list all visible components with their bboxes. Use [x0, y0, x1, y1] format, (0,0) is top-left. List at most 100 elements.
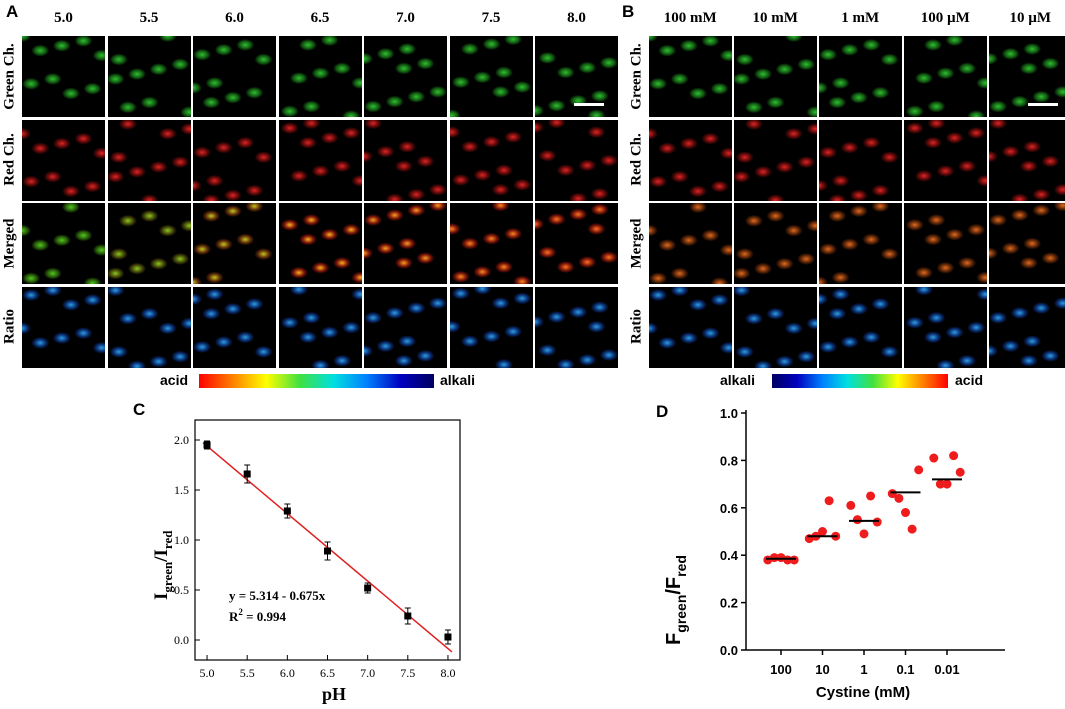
chart-d-point	[929, 453, 939, 463]
chart-c-ytick-label: 2.0	[174, 433, 189, 447]
panel-b-column-header: 10 mM	[752, 10, 798, 26]
panel-b-micrograph	[734, 36, 817, 117]
panel-a-micrograph	[535, 203, 618, 284]
chart-d-ytick-label: 1.0	[720, 406, 738, 421]
panel-b-micrograph	[904, 36, 987, 117]
panel-a-micrograph	[449, 119, 533, 201]
chart-c-point	[283, 507, 291, 515]
panel-a-micrograph	[278, 286, 362, 368]
chart-d-ylabel: Fgreen/Fred	[663, 555, 689, 645]
chart-d-xtick-label: 0.1	[896, 662, 914, 677]
panel-b-letter: B	[622, 2, 635, 21]
chart-c-ylabel: Igreen/Ired	[151, 530, 175, 600]
chart-c-xtick-label: 8.0	[440, 666, 455, 680]
chart-c-xtick-label: 5.0	[200, 666, 215, 680]
panel-a-micrograph	[364, 119, 447, 201]
panel-a-micrograph	[535, 286, 618, 368]
panel-b-micrograph	[649, 119, 732, 201]
panel-b-micrograph	[819, 36, 902, 117]
panel-a-micrograph	[364, 36, 447, 117]
chart-d-xlabel: Cystine (mM)	[816, 684, 910, 701]
chart-d-point	[949, 451, 959, 461]
panel-a-micrograph	[22, 36, 105, 117]
chart-c-xlabel: pH	[322, 684, 346, 704]
panel-b-micrograph	[904, 203, 987, 284]
panel-b-column-header: 10 µM	[1009, 10, 1052, 26]
panel-a-micrograph	[107, 203, 191, 284]
chart-d-ytick-label: 0.4	[720, 548, 739, 563]
chart-c-xtick-label: 6.0	[280, 666, 295, 680]
chart-d-point	[894, 493, 904, 503]
panel-a-column-header: 8.0	[567, 10, 586, 26]
chart-d-ytick-label: 0.0	[720, 643, 738, 658]
chart-d-point	[955, 467, 965, 477]
panel-b-micrograph	[904, 286, 987, 368]
colorbar-b-left-label: alkali	[720, 372, 756, 388]
panel-a-column-header: 6.5	[310, 10, 330, 26]
chart-d-point	[783, 555, 793, 565]
chart-c-xtick-label: 6.5	[320, 666, 335, 680]
panel-a-micrograph	[278, 119, 362, 201]
chart-d-point	[942, 479, 952, 489]
panel-a-micrograph	[449, 36, 533, 117]
chart-d-point	[824, 496, 834, 506]
chart-c-ytick-label: 0.5	[174, 583, 189, 597]
panel-a-row-header: Ratio	[1, 309, 18, 344]
panel-b-micrograph	[819, 286, 902, 368]
panel-b-micrograph	[904, 119, 987, 201]
panel-b-micrograph	[989, 203, 1065, 284]
panel-a-column-header: 5.0	[54, 10, 73, 26]
panel-b-micrograph	[649, 203, 732, 284]
panel-a-micrograph	[364, 203, 447, 284]
panel-a-micrograph	[22, 119, 105, 201]
chart-d-point	[914, 465, 924, 475]
panel-d-letter: D	[656, 402, 669, 421]
chart-d-point	[872, 517, 882, 527]
chart-c-point	[364, 584, 372, 592]
chart-d-xtick-label: 100	[770, 662, 792, 677]
chart-d-point	[769, 553, 779, 563]
panel-a-micrograph	[449, 286, 533, 368]
panel-b-column-header: 100 mM	[663, 10, 717, 26]
panel-a-micrograph	[107, 286, 191, 368]
chart-c-point	[404, 612, 412, 620]
chart-d-point	[907, 524, 917, 534]
chart-c-r2: R2 = 0.994	[229, 607, 287, 624]
chart-c-frame	[194, 419, 461, 661]
colorbar-a-left-label: acid	[160, 372, 189, 388]
chart-c-point	[203, 441, 211, 449]
panel-a-micrograph	[278, 36, 362, 117]
panel-a-column-header: 5.5	[139, 10, 159, 26]
panel-b-micrograph	[649, 286, 732, 368]
chart-c-point	[444, 633, 452, 641]
chart-c-equation: y = 5.314 - 0.675x	[229, 588, 326, 603]
chart-d-point	[846, 500, 856, 510]
chart-c-ytick-label: 1.5	[174, 483, 189, 497]
colorbar-a-right-label: alkali	[440, 372, 476, 388]
colorbar-b-right-label: acid	[955, 372, 984, 388]
panel-a-micrograph	[193, 286, 276, 368]
chart-d-point	[818, 527, 827, 536]
panel-c-letter: C	[133, 400, 146, 419]
chart-d-point	[901, 508, 910, 518]
chart-d-point	[789, 555, 799, 565]
panel-a-column-header: 6.0	[225, 10, 244, 26]
panel-b-micrograph	[734, 203, 817, 284]
chart-c-point	[324, 547, 331, 555]
panel-b-micrograph	[819, 203, 902, 284]
chart-c-ytick-label: 0.0	[174, 633, 189, 647]
panel-a-micrograph	[107, 119, 191, 201]
chart-c-point	[243, 470, 251, 478]
chart-d-xtick-label: 0.01	[934, 662, 959, 677]
panel-a-micrograph	[193, 119, 276, 201]
panel-b-row-header: Ratio	[628, 309, 645, 344]
panel-a-micrograph	[535, 119, 618, 201]
chart-d-point	[866, 491, 876, 501]
panel-a-micrograph	[449, 203, 533, 284]
colorbar-a	[199, 374, 434, 388]
chart-c-xtick-label: 7.5	[400, 666, 415, 680]
panel-b-column-header: 100 µM	[920, 10, 970, 26]
panel-a-micrograph	[193, 36, 276, 117]
panel-b-micrograph	[734, 119, 817, 201]
chart-c-xtick-label: 7.0	[360, 666, 375, 680]
